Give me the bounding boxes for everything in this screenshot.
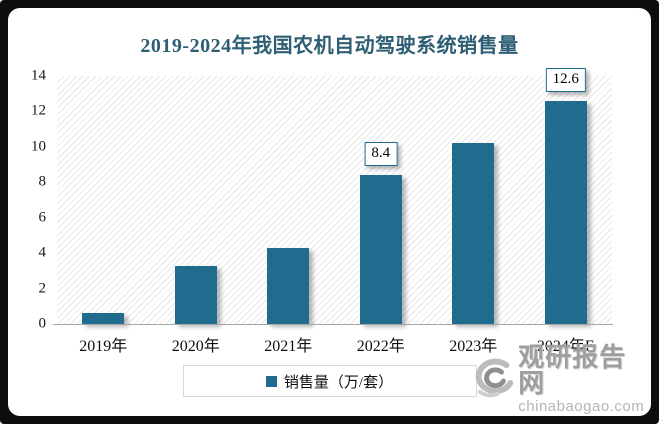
data-label-2022年: 8.4 [364, 142, 398, 167]
x-axis-label-2024年E: 2024年E [536, 338, 595, 355]
watermark: 观研报告网 chinabaogao.com [472, 344, 651, 414]
bar-2020年 [174, 265, 217, 324]
bar-2021年 [267, 247, 310, 324]
watermark-logo-icon [475, 358, 514, 398]
y-axis-tick-14: 14 [31, 67, 46, 84]
y-axis-tick-4: 4 [38, 244, 47, 261]
x-axis-line [53, 324, 613, 325]
y-axis-tick-12: 12 [31, 102, 46, 119]
legend: 销售量（万/套） [182, 365, 477, 397]
y-axis-tick-10: 10 [31, 138, 46, 155]
legend-swatch-icon [265, 375, 277, 387]
bar-2024年E [544, 100, 587, 324]
y-axis-tick-8: 8 [38, 173, 47, 190]
bar-2023年 [452, 143, 495, 324]
x-axis-label-2021年: 2021年 [264, 338, 313, 355]
bar-2019年 [82, 313, 125, 324]
y-axis-tick-6: 6 [38, 209, 47, 226]
data-label-2024年E: 12.6 [545, 68, 586, 92]
y-axis-tick-2: 2 [38, 280, 47, 297]
watermark-brand-text: 观研报告网 [518, 342, 627, 398]
y-axis-tick-0: 0 [38, 315, 47, 332]
x-axis-label-2019年: 2019年 [79, 338, 128, 355]
y-axis: 0 2 4 6 8 10 12 14 [8, 68, 48, 331]
watermark-domain-text: chinabaogao.com [518, 398, 645, 415]
chart-title: 2019-2024年我国农机自动驾驶系统销售量 [140, 35, 519, 57]
bar-2022年 [359, 175, 402, 324]
x-axis-label-2023年: 2023年 [449, 338, 498, 355]
watermark-text: 观研报告网 chinabaogao.com [518, 344, 651, 414]
x-axis-label-2020年: 2020年 [171, 338, 220, 355]
chart-card: 2019-2024年我国农机自动驾驶系统销售量 0 2 4 6 8 10 12 14 8.4 1… [8, 8, 651, 416]
plot-area: 8.4 12.6 [57, 68, 612, 324]
x-axis-label-2022年: 2022年 [356, 338, 405, 355]
legend-label: 销售量（万/套） [283, 374, 394, 391]
x-axis-labels: 2019年 2020年 2021年 2022年 2023年 2024年E [57, 332, 612, 356]
